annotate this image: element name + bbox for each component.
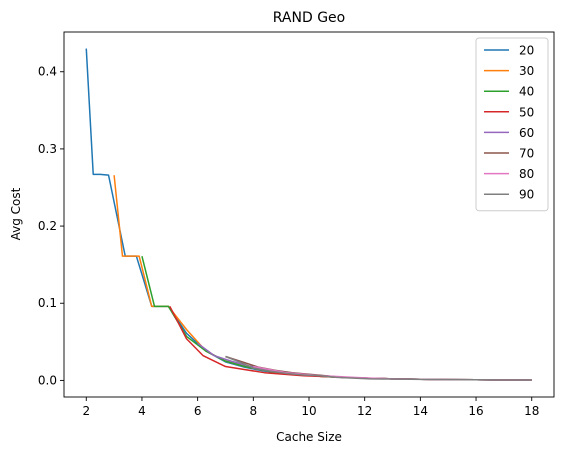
chart-title: RAND Geo	[273, 10, 345, 26]
legend-label-90: 90	[519, 188, 534, 202]
legend-label-60: 60	[519, 126, 534, 140]
legend-box	[475, 37, 549, 212]
plot-frame	[63, 31, 555, 398]
legend-label-70: 70	[519, 147, 534, 161]
y-tick-label: 0.4	[38, 65, 57, 79]
y-tick-label: 0.3	[38, 142, 57, 156]
y-tick-label: 0.2	[38, 219, 57, 233]
x-axis: 2 4 6 8 10 12 14 16 18	[82, 397, 539, 418]
x-tick-label: 6	[194, 404, 202, 418]
x-tick-label: 2	[82, 404, 90, 418]
legend-label-50: 50	[519, 105, 534, 119]
x-tick-label: 8	[249, 404, 257, 418]
y-tick-label: 0.1	[38, 296, 57, 310]
x-tick-label: 10	[301, 404, 316, 418]
series-line-90	[225, 355, 532, 381]
legend-label-20: 20	[519, 44, 534, 58]
legend-label-40: 40	[519, 85, 534, 99]
legend-label-80: 80	[519, 167, 534, 181]
legend-label-30: 30	[519, 64, 534, 78]
plot-area	[63, 31, 555, 398]
x-tick-label: 18	[524, 404, 539, 418]
x-tick-label: 4	[138, 404, 146, 418]
y-axis: 0.0 0.1 0.2 0.3 0.4	[38, 65, 64, 387]
x-tick-label: 12	[357, 404, 372, 418]
y-tick-label: 0.0	[38, 373, 57, 387]
x-tick-label: 14	[413, 404, 428, 418]
y-axis-label: Avg Cost	[9, 187, 23, 240]
legend: 20 30 40 50 60 70 80 90	[475, 37, 549, 212]
series-layer	[85, 48, 532, 381]
x-axis-label: Cache Size	[276, 430, 342, 444]
x-tick-label: 16	[468, 404, 483, 418]
